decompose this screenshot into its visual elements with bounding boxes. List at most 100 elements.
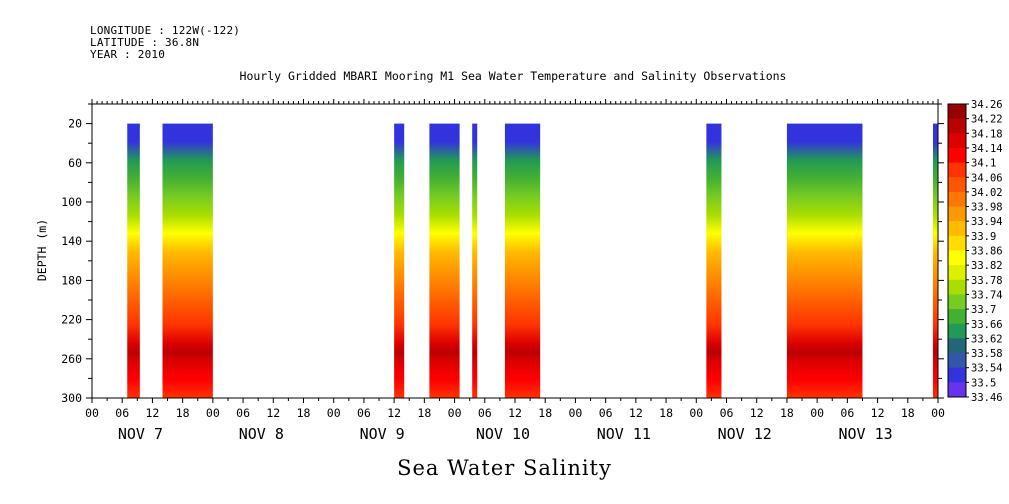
x-tick-label: 12 bbox=[750, 406, 764, 420]
x-tick-label: 00 bbox=[448, 406, 462, 420]
colorbar-swatch bbox=[948, 221, 966, 237]
x-tick-label: 12 bbox=[266, 406, 280, 420]
y-tick-label: 20 bbox=[68, 117, 82, 131]
colorbar-label: 34.22 bbox=[971, 114, 1003, 126]
colorbar-swatch bbox=[948, 162, 966, 178]
x-tick-label: 12 bbox=[871, 406, 885, 420]
colorbar-swatch bbox=[948, 104, 966, 120]
x-tick-label: 12 bbox=[387, 406, 401, 420]
y-tick-label: 300 bbox=[61, 391, 82, 405]
x-tick-label: 18 bbox=[780, 406, 794, 420]
colorbar-label: 33.94 bbox=[971, 216, 1003, 228]
salinity-data-segment bbox=[786, 123, 863, 398]
colorbar-label: 34.06 bbox=[971, 172, 1003, 184]
colorbar-label: 33.62 bbox=[971, 333, 1003, 345]
year-label: YEAR : 2010 bbox=[90, 48, 166, 61]
colorbar-swatch bbox=[948, 309, 966, 325]
colorbar-label: 33.98 bbox=[971, 202, 1003, 214]
colorbar-swatch bbox=[948, 235, 966, 251]
colorbar-label: 33.54 bbox=[971, 363, 1003, 375]
colorbar-label: 33.7 bbox=[971, 304, 996, 316]
x-tick-label: 00 bbox=[327, 406, 341, 420]
day-label: NOV 7 bbox=[118, 425, 163, 443]
colorbar-swatch bbox=[948, 279, 966, 295]
salinity-data-segment bbox=[394, 123, 405, 398]
colorbar-swatch bbox=[948, 250, 966, 266]
x-tick-label: 00 bbox=[206, 406, 220, 420]
colorbar-label: 34.1 bbox=[971, 158, 996, 170]
colorbar-label: 33.86 bbox=[971, 246, 1003, 258]
salinity-data-segment bbox=[504, 123, 541, 398]
colorbar-swatch bbox=[948, 265, 966, 281]
x-tick-label: 06 bbox=[236, 406, 250, 420]
y-tick-label: 140 bbox=[61, 234, 82, 248]
x-tick-label: 00 bbox=[85, 406, 99, 420]
bottom-title: Sea Water Salinity bbox=[397, 456, 612, 480]
day-label: NOV 8 bbox=[239, 425, 284, 443]
colorbar-swatch bbox=[948, 191, 966, 208]
day-label: NOV 11 bbox=[597, 425, 651, 443]
colorbar-label: 34.02 bbox=[971, 187, 1003, 199]
x-tick-label: 00 bbox=[810, 406, 824, 420]
colorbar-label: 33.58 bbox=[971, 348, 1003, 360]
x-tick-label: 06 bbox=[599, 406, 613, 420]
colorbar-swatch bbox=[948, 338, 966, 354]
colorbar-label: 33.9 bbox=[971, 231, 996, 243]
y-tick-label: 260 bbox=[61, 352, 82, 366]
colorbar-swatch bbox=[948, 206, 966, 222]
colorbar-swatch bbox=[948, 177, 966, 193]
y-tick-label: 220 bbox=[61, 313, 82, 327]
x-tick-label: 18 bbox=[297, 406, 311, 420]
day-label: NOV 10 bbox=[476, 425, 530, 443]
x-tick-label: 18 bbox=[176, 406, 190, 420]
colorbar-label: 33.5 bbox=[971, 377, 996, 389]
colorbar-label: 34.18 bbox=[971, 128, 1003, 140]
salinity-data-segment bbox=[706, 123, 722, 398]
y-axis-label: DEPTH (m) bbox=[35, 219, 49, 281]
latitude-label: LATITUDE : 36.8N bbox=[90, 36, 200, 49]
y-tick-label: 60 bbox=[68, 156, 82, 170]
x-tick-label: 00 bbox=[931, 406, 945, 420]
colorbar-label: 33.66 bbox=[971, 319, 1003, 331]
longitude-label: LONGITUDE : 122W(-122) bbox=[90, 24, 241, 37]
salinity-data-segment bbox=[932, 123, 938, 398]
salinity-data-segment bbox=[472, 123, 478, 398]
colorbar-swatch bbox=[948, 367, 966, 383]
colorbar-label: 34.14 bbox=[971, 143, 1003, 155]
x-tick-label: 06 bbox=[478, 406, 492, 420]
x-tick-label: 18 bbox=[417, 406, 431, 420]
salinity-data-segment bbox=[162, 123, 213, 398]
x-tick-label: 06 bbox=[115, 406, 129, 420]
y-tick-label: 180 bbox=[61, 273, 82, 287]
x-tick-label: 00 bbox=[689, 406, 703, 420]
y-tick-label: 100 bbox=[61, 195, 82, 209]
colorbar-label: 34.26 bbox=[971, 99, 1003, 111]
colorbar-label: 33.46 bbox=[971, 392, 1003, 404]
colorbar-label: 33.82 bbox=[971, 260, 1003, 272]
colorbar-swatch bbox=[948, 382, 966, 398]
x-tick-label: 06 bbox=[840, 406, 854, 420]
x-tick-label: 12 bbox=[145, 406, 159, 420]
day-label: NOV 12 bbox=[718, 425, 772, 443]
colorbar-swatch bbox=[948, 294, 966, 310]
x-tick-label: 06 bbox=[357, 406, 371, 420]
x-tick-label: 00 bbox=[568, 406, 582, 420]
colorbar-swatch bbox=[948, 133, 966, 149]
colorbar-swatch bbox=[948, 323, 966, 339]
x-tick-label: 06 bbox=[720, 406, 734, 420]
salinity-data-segment bbox=[127, 123, 140, 398]
colorbar-swatch bbox=[948, 353, 966, 369]
salinity-data-segment bbox=[429, 123, 460, 398]
colorbar-swatch bbox=[948, 118, 966, 134]
colorbar-label: 33.74 bbox=[971, 289, 1003, 301]
x-tick-label: 18 bbox=[659, 406, 673, 420]
x-tick-label: 18 bbox=[901, 406, 915, 420]
x-tick-label: 12 bbox=[508, 406, 522, 420]
x-tick-label: 18 bbox=[538, 406, 552, 420]
x-tick-label: 12 bbox=[629, 406, 643, 420]
day-label: NOV 9 bbox=[360, 425, 405, 443]
chart-title: Hourly Gridded MBARI Mooring M1 Sea Wate… bbox=[240, 69, 787, 83]
colorbar-swatch bbox=[948, 147, 966, 164]
colorbar-label: 33.78 bbox=[971, 275, 1003, 287]
